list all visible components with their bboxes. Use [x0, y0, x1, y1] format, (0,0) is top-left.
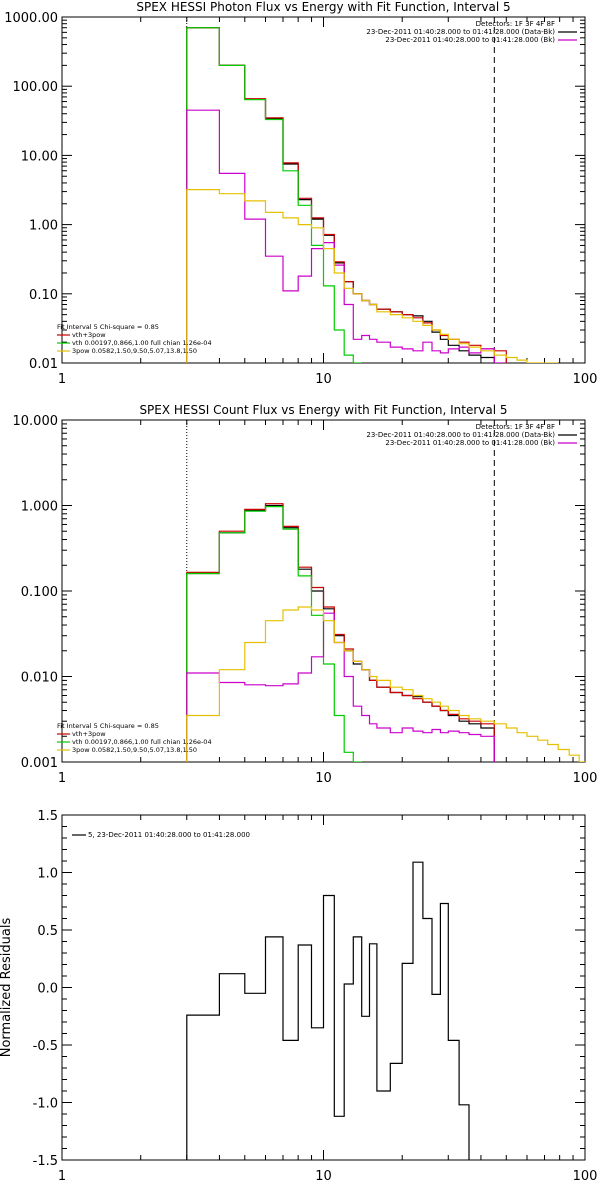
y-tick-label: 0.0: [37, 982, 58, 997]
series-line-2: [186, 27, 362, 363]
x-tick-label: 100: [573, 1169, 598, 1184]
y-tick-label: 0.100: [21, 585, 58, 600]
x-tick-label: 10: [315, 771, 332, 786]
y-tick-label: 0.5: [37, 924, 58, 939]
y-tick-label: 10.000: [13, 414, 59, 429]
y-tick-label: 1.00: [29, 219, 58, 234]
chart-title: SPEX HESSI Count Flux vs Energy with Fit…: [139, 403, 507, 417]
x-tick-label: 1: [58, 1169, 66, 1184]
y-tick-label: -0.5: [33, 1039, 58, 1054]
chart-title: SPEX HESSI Photon Flux vs Energy with Fi…: [136, 0, 510, 14]
legend-text: 23-Dec-2011 01:40:28.000 to 01:41:28.000…: [385, 439, 555, 447]
y-tick-label: 1.000: [21, 500, 58, 515]
legend-text: 23-Dec-2011 01:40:28.000 to 01:41:28.000…: [366, 28, 555, 36]
x-tick-label: 100: [573, 372, 598, 387]
y-tick-label: 0.001: [21, 756, 58, 771]
legend-text: Fit Interval 5 Chi-square = 0.85: [57, 722, 159, 730]
legend-text: vth 0.00197,0.866,1.00 full chian 1.26e-…: [72, 738, 212, 746]
y-tick-label: 1.5: [37, 809, 58, 824]
series-line-1: [186, 503, 495, 762]
x-tick-label: 1: [58, 771, 66, 786]
y-tick-label: 10.00: [21, 149, 58, 164]
x-tick-label: 10: [315, 372, 332, 387]
y-tick-label: 0.01: [29, 357, 58, 372]
legend-text: 23-Dec-2011 01:40:28.000 to 01:41:28.000…: [385, 36, 555, 44]
series-line-2: [186, 506, 362, 762]
y-tick-label: 100.00: [13, 80, 59, 95]
legend-text: vth+3pow: [72, 331, 106, 339]
legend-text: 23-Dec-2011 01:40:28.000 to 01:41:28.000…: [366, 431, 555, 439]
series-line-1: [186, 27, 507, 363]
legend-text: vth+3pow: [72, 730, 106, 738]
series-line-0: [186, 861, 470, 1160]
legend-text: Fit Interval 5 Chi-square = 0.85: [57, 323, 159, 331]
series-line-3: [186, 612, 495, 762]
series-line-0: [186, 504, 495, 762]
y-tick-label: 0.010: [21, 671, 58, 686]
x-tick-label: 100: [573, 771, 598, 786]
legend-text: 3pow 0.0582,1.50,9.50,5.07,13.8,1.50: [72, 746, 197, 754]
x-tick-label: 10: [315, 1169, 332, 1184]
y-tick-label: 1000.00: [4, 11, 58, 26]
x-tick-label: 1: [58, 372, 66, 387]
legend-text: 5, 23-Dec-2011 01:40:28.000 to 01:41:28.…: [88, 831, 250, 839]
y-axis-label: Normalized Residuals: [0, 918, 14, 1058]
legend-text: 3pow 0.0582,1.50,9.50,5.07,13.8,1.50: [72, 347, 197, 355]
legend-text: vth 0.00197,0.866,1.00 full chian 1.26e-…: [72, 339, 212, 347]
plot-frame: [61, 16, 586, 364]
y-tick-label: 1.0: [37, 867, 58, 882]
y-tick-label: -1.0: [33, 1097, 58, 1112]
series-line-3: [186, 109, 507, 363]
y-tick-label: 0.10: [29, 288, 58, 303]
legend-text: Detectors: 1F 3F 4F 8F: [476, 20, 555, 28]
legend-text: Detectors: 1F 3F 4F 8F: [476, 423, 555, 431]
series-line-4: [186, 606, 585, 762]
y-tick-label: -1.5: [33, 1154, 58, 1169]
series-line-0: [186, 27, 495, 363]
series-line-4: [186, 189, 559, 363]
